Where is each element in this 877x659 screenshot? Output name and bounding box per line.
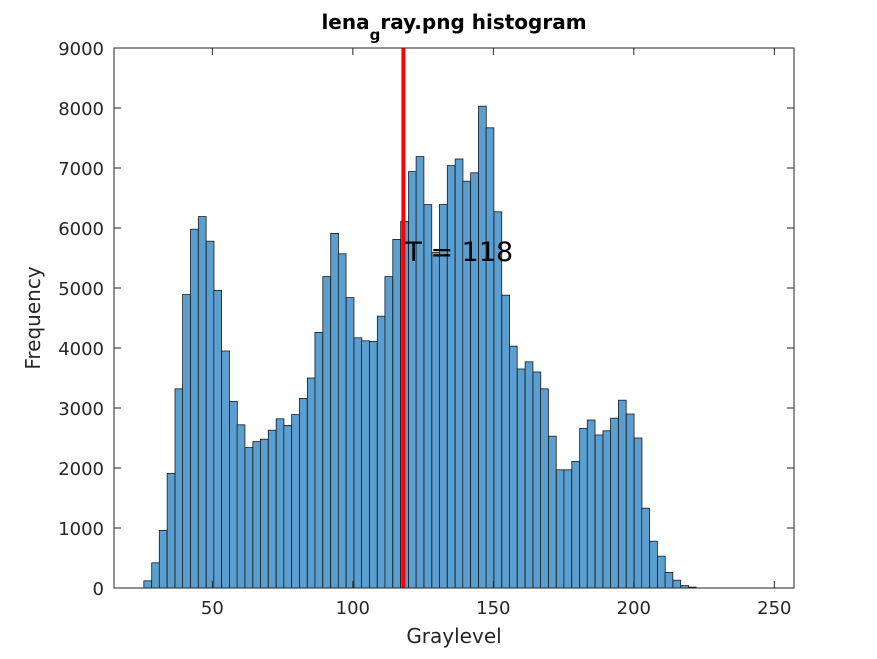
y-tick-label: 4000 [58,339,104,360]
histogram-bar-16 [267,429,277,589]
histogram-bar-56 [579,427,588,589]
histogram-bar-7 [197,216,207,589]
x-axis-ticks: 50 100 150 200 250 [201,48,792,619]
chart-title: lenagray.png histogram [321,10,586,44]
histogram-bar-11 [229,400,238,589]
histogram-bar-4 [174,388,184,589]
axes-box [113,47,795,589]
histogram-bar-57 [586,419,596,589]
histogram-bar-24 [330,232,339,589]
histogram-bar-19 [291,414,300,589]
histogram-bar-46 [501,294,510,589]
y-tick-label: 0 [93,579,104,600]
y-tick-label: 6000 [58,219,104,240]
histogram-bar-53 [555,469,565,589]
histogram-bar-9 [213,289,222,589]
x-tick-label: 250 [757,598,791,619]
x-axis-label: Graylevel [406,624,501,648]
histogram-bar-48 [516,368,526,589]
histogram-bar-31 [384,276,394,589]
histogram-bar-59 [602,430,612,589]
histogram-bar-13 [244,447,254,589]
histogram-bar-5 [182,294,191,589]
histogram-bar-65 [649,540,658,589]
histogram-bar-14 [252,441,262,589]
y-tick-label: 9000 [58,39,104,60]
histogram-bar-64 [641,507,650,589]
histogram-bar-35 [415,156,425,589]
x-tick-label: 150 [476,598,510,619]
histogram-bar-21 [306,377,316,589]
histogram-bar-49 [524,361,534,589]
threshold-group: T = 118 [401,48,513,588]
histogram-bar-0 [143,580,153,589]
histogram-bar-47 [508,345,518,589]
histogram-bar-60 [610,417,619,589]
histogram-bar-23 [322,276,332,589]
histogram-bar-61 [618,399,627,589]
histogram-bar-10 [221,350,230,589]
histogram-bar-2 [158,530,168,589]
histogram-bar-28 [361,340,370,589]
histogram-bar-51 [540,388,549,589]
histogram-bar-6 [190,228,199,589]
x-tick-label: 200 [617,598,651,619]
y-tick-label: 3000 [58,399,104,420]
histogram-bar-18 [283,424,292,589]
histogram-bar-26 [345,297,355,589]
chart-title-rest: ray.png histogram [380,10,586,34]
x-tick-label: 50 [201,598,224,619]
histogram-bar-1 [151,562,160,589]
histogram-bar-55 [571,460,580,589]
histogram-bar-67 [664,572,674,589]
y-axis-label: Frequency [21,266,45,369]
histogram-bar-22 [314,331,324,589]
histogram-bar-17 [275,418,285,589]
histogram-bar-54 [563,469,573,589]
histogram-bar-27 [353,337,363,589]
histogram-bar-12 [236,424,246,589]
y-tick-label: 2000 [58,459,104,480]
histogram-bar-58 [594,434,604,589]
y-tick-label: 7000 [58,159,104,180]
histogram-bar-50 [532,371,542,589]
y-tick-label: 8000 [58,99,104,120]
histogram-bar-52 [548,435,557,589]
histogram-bar-25 [337,253,347,589]
histogram-bar-44 [485,127,495,589]
y-tick-label: 5000 [58,279,104,300]
histogram-bar-37 [431,252,441,589]
histogram-bar-20 [299,397,308,589]
histogram-bar-15 [260,438,269,589]
histogram-bar-66 [657,555,666,589]
histogram-bar-43 [478,105,487,589]
histogram-bar-30 [376,315,386,589]
chart-title-subscript: g [370,26,381,44]
histogram-bar-62 [625,413,635,589]
histogram-bar-29 [369,340,378,589]
histogram-bar-3 [166,472,176,589]
histogram-bar-63 [633,437,643,589]
threshold-label: T = 118 [404,237,513,268]
y-tick-label: 1000 [58,519,104,540]
y-axis-ticks: 0 1000 2000 3000 4000 5000 6000 7000 8000 9000 [58,39,794,600]
chart-title-main: lena [321,10,369,34]
histogram-bar-39 [446,165,456,589]
histogram-bar-45 [493,211,503,589]
x-tick-label: 100 [336,598,370,619]
histogram-bar-42 [470,172,479,589]
histogram-bar-32 [392,238,401,589]
histogram-bar-40 [454,158,464,589]
histogram-bar-34 [408,171,417,589]
histogram-bar-68 [672,579,682,589]
histogram-bar-8 [205,240,215,589]
